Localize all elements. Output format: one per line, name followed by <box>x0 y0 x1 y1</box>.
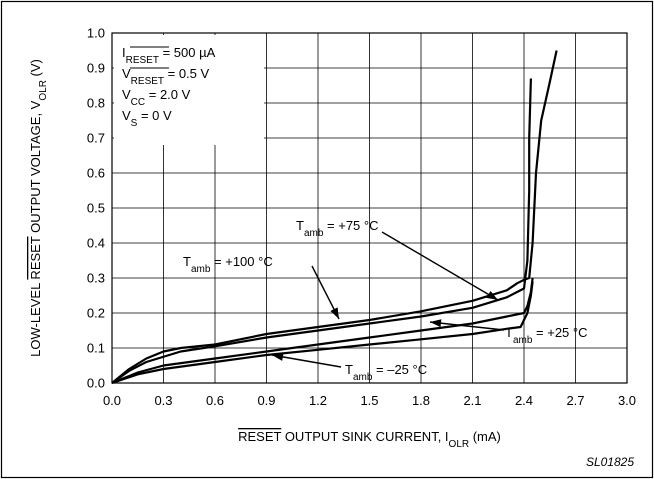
y-tick-label: 1.0 <box>87 26 105 41</box>
y-tick-label: 0.0 <box>87 376 105 391</box>
y-tick-label: 0.7 <box>87 131 105 146</box>
x-tick-label: 0.6 <box>206 393 224 408</box>
y-tick-label: 0.9 <box>87 61 105 76</box>
series-annotation: Tamb = –25 °C <box>345 362 427 383</box>
series-line <box>111 78 532 384</box>
y-tick-label: 0.4 <box>87 236 105 251</box>
series-line <box>111 281 534 385</box>
x-tick-label: 1.2 <box>309 393 327 408</box>
condition-line: VRESET = 0.5 V <box>122 66 210 87</box>
figure-code: SL01825 <box>586 455 634 469</box>
series-line <box>111 277 534 385</box>
x-tick-label: 1.8 <box>412 393 430 408</box>
x-tick-labels: 0.0 0.3 0.6 0.9 1.2 1.5 1.8 2.1 2.4 2.7 3.0 <box>103 393 636 408</box>
series-annotation: Tamb = +75 °C <box>296 218 378 239</box>
y-tick-label: 0.3 <box>87 271 105 286</box>
x-tick-label: 3.0 <box>618 393 636 408</box>
series-annotation: Tamb = +100 °C <box>183 254 273 275</box>
series-line <box>111 50 558 384</box>
x-tick-label: 2.7 <box>566 393 584 408</box>
y-tick-label: 0.5 <box>87 201 105 216</box>
x-tick-label: 0.0 <box>103 393 121 408</box>
x-tick-label: 2.1 <box>463 393 481 408</box>
series-annotations: Tamb = +100 °C Tamb = +75 °C Tamb = +25 °C… <box>183 218 587 383</box>
x-tick-label: 1.5 <box>360 393 378 408</box>
series-annotation: Tamb = +25 °C <box>505 325 587 346</box>
y-axis-label: LOW-LEVEL RESET OUTPUT VOLTAGE, VOLR (V) <box>28 59 49 357</box>
arrowhead <box>430 319 442 328</box>
x-tick-label: 0.9 <box>257 393 275 408</box>
condition-line: IRESET = 500 µA <box>122 45 216 66</box>
annotation-leader <box>429 321 505 331</box>
arrowhead <box>330 307 339 319</box>
data-series <box>111 50 558 385</box>
y-tick-label: 0.1 <box>87 341 105 356</box>
x-axis-label: RESET OUTPUT SINK CURRENT, IOLR (mA) <box>238 429 501 450</box>
arrowhead <box>486 290 498 300</box>
annotation-leader <box>271 354 342 368</box>
condition-line: VCC = 2.0 V <box>122 87 191 108</box>
arrowhead <box>272 352 284 361</box>
y-tick-label: 0.6 <box>87 166 105 181</box>
y-tick-label: 0.8 <box>87 96 105 111</box>
conditions-box <box>114 35 264 145</box>
y-tick-label: 0.2 <box>87 306 105 321</box>
y-tick-labels: 0.0 0.1 0.2 0.3 0.4 0.5 0.6 0.7 0.8 0.9 1.0 <box>87 26 105 391</box>
x-tick-label: 0.3 <box>154 393 172 408</box>
annotation-leader <box>381 231 499 301</box>
plot-area <box>111 32 628 384</box>
x-tick-label: 2.4 <box>515 393 533 408</box>
condition-line: VS = 0 V <box>122 108 172 129</box>
